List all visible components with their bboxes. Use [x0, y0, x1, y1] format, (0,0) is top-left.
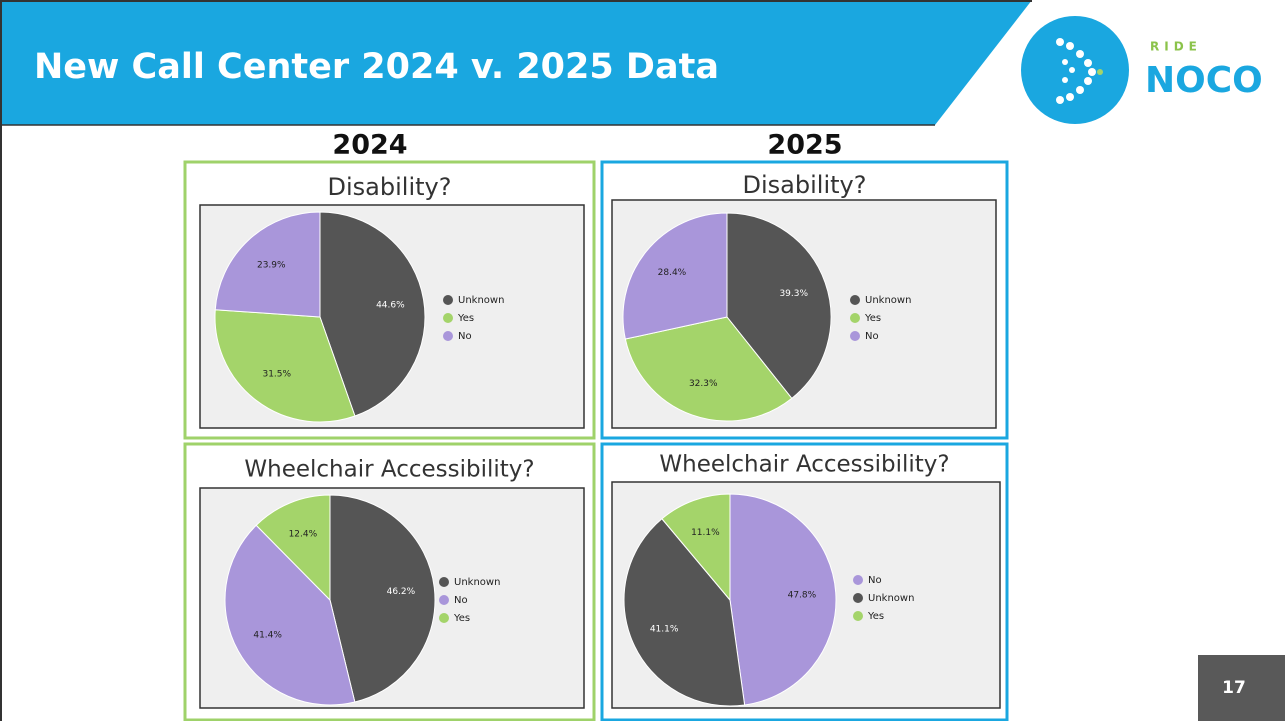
legend-label: Unknown — [454, 577, 500, 588]
legend-label: No — [458, 331, 472, 342]
legend-label: Yes — [457, 313, 474, 324]
chart-title: Wheelchair Accessibility? — [244, 457, 534, 483]
pie-slice — [214, 309, 356, 423]
pie-slice — [329, 494, 436, 703]
chart-title: Disability? — [328, 173, 452, 201]
pie-slice — [224, 524, 356, 706]
column-label: 2024 — [332, 130, 407, 161]
logo-large-text: NOCO — [1145, 60, 1263, 101]
slice-label: 39.3% — [779, 289, 808, 299]
slice-label: 28.4% — [658, 268, 687, 278]
slice-label: 32.3% — [689, 379, 718, 389]
legend-swatch — [443, 313, 453, 323]
slice-label: 41.4% — [253, 630, 282, 640]
legend-label: No — [868, 575, 882, 586]
legend-label: Unknown — [458, 295, 504, 306]
logo-arrow — [1056, 38, 1096, 104]
legend-label: Unknown — [868, 593, 914, 604]
legend-swatch — [850, 295, 860, 305]
slide-title: New Call Center 2024 v. 2025 Data — [34, 47, 719, 87]
legend-label: Yes — [453, 613, 470, 624]
logo — [1017, 12, 1133, 128]
pie-slice — [726, 212, 832, 400]
legend-label: Yes — [864, 313, 881, 324]
pie-slice — [255, 494, 331, 602]
slice-label: 31.5% — [262, 369, 291, 379]
legend-swatch — [853, 593, 863, 603]
pie-slice — [622, 212, 728, 340]
slice-label: 47.8% — [788, 591, 817, 601]
legend-swatch — [439, 595, 449, 605]
page-number-box — [1198, 655, 1285, 721]
pie-slice — [729, 493, 837, 706]
logo-small-text: RIDE — [1150, 40, 1202, 54]
pie-slice — [624, 316, 793, 422]
legend-swatch — [850, 331, 860, 341]
legend-swatch — [853, 611, 863, 621]
slice-label: 23.9% — [257, 260, 286, 270]
legend-label: No — [865, 331, 879, 342]
legend-label: Yes — [867, 611, 884, 622]
column-label: 2025 — [767, 130, 842, 161]
legend-label: Unknown — [865, 295, 911, 306]
legend-swatch — [853, 575, 863, 585]
slice-label: 12.4% — [289, 529, 318, 539]
header-band — [0, 0, 1032, 125]
legend-label: No — [454, 595, 468, 606]
slice-label: 44.6% — [376, 300, 405, 310]
legend-swatch — [443, 295, 453, 305]
slice-label: 46.2% — [387, 587, 416, 597]
chart-title: Wheelchair Accessibility? — [659, 452, 949, 478]
pie-slice — [214, 211, 321, 318]
pie-slice — [319, 211, 426, 417]
pie-slice — [661, 493, 731, 602]
legend-swatch — [439, 613, 449, 623]
legend-swatch — [443, 331, 453, 341]
legend-swatch — [850, 313, 860, 323]
pie-slice — [623, 518, 746, 707]
slice-label: 11.1% — [691, 528, 720, 538]
page-number: 17 — [1222, 678, 1246, 698]
legend-swatch — [439, 577, 449, 587]
logo-dot — [1097, 69, 1103, 75]
slice-label: 41.1% — [650, 625, 679, 635]
chart-title: Disability? — [743, 171, 867, 199]
